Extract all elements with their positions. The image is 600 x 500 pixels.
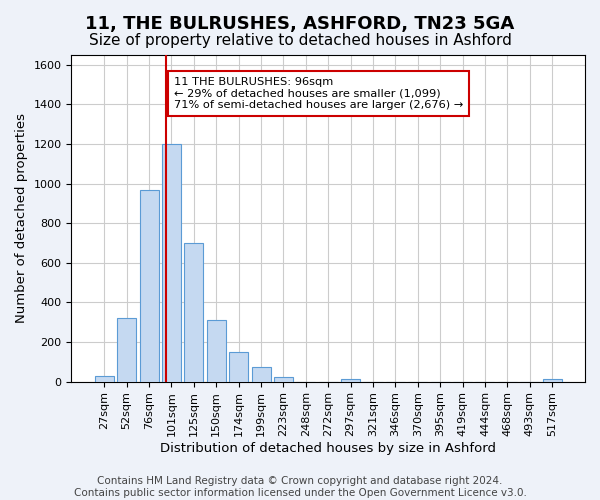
Bar bbox=[229, 352, 248, 382]
Bar bbox=[95, 376, 114, 382]
X-axis label: Distribution of detached houses by size in Ashford: Distribution of detached houses by size … bbox=[160, 442, 496, 455]
Bar bbox=[341, 378, 360, 382]
Bar bbox=[251, 367, 271, 382]
Bar bbox=[162, 144, 181, 382]
Text: 11 THE BULRUSHES: 96sqm
← 29% of detached houses are smaller (1,099)
71% of semi: 11 THE BULRUSHES: 96sqm ← 29% of detache… bbox=[173, 77, 463, 110]
Bar bbox=[207, 320, 226, 382]
Text: 11, THE BULRUSHES, ASHFORD, TN23 5GA: 11, THE BULRUSHES, ASHFORD, TN23 5GA bbox=[85, 15, 515, 33]
Text: Size of property relative to detached houses in Ashford: Size of property relative to detached ho… bbox=[89, 32, 511, 48]
Bar bbox=[542, 378, 562, 382]
Bar bbox=[274, 377, 293, 382]
Text: Contains HM Land Registry data © Crown copyright and database right 2024.
Contai: Contains HM Land Registry data © Crown c… bbox=[74, 476, 526, 498]
Y-axis label: Number of detached properties: Number of detached properties bbox=[15, 114, 28, 324]
Bar bbox=[140, 190, 158, 382]
Bar bbox=[117, 318, 136, 382]
Bar bbox=[184, 243, 203, 382]
